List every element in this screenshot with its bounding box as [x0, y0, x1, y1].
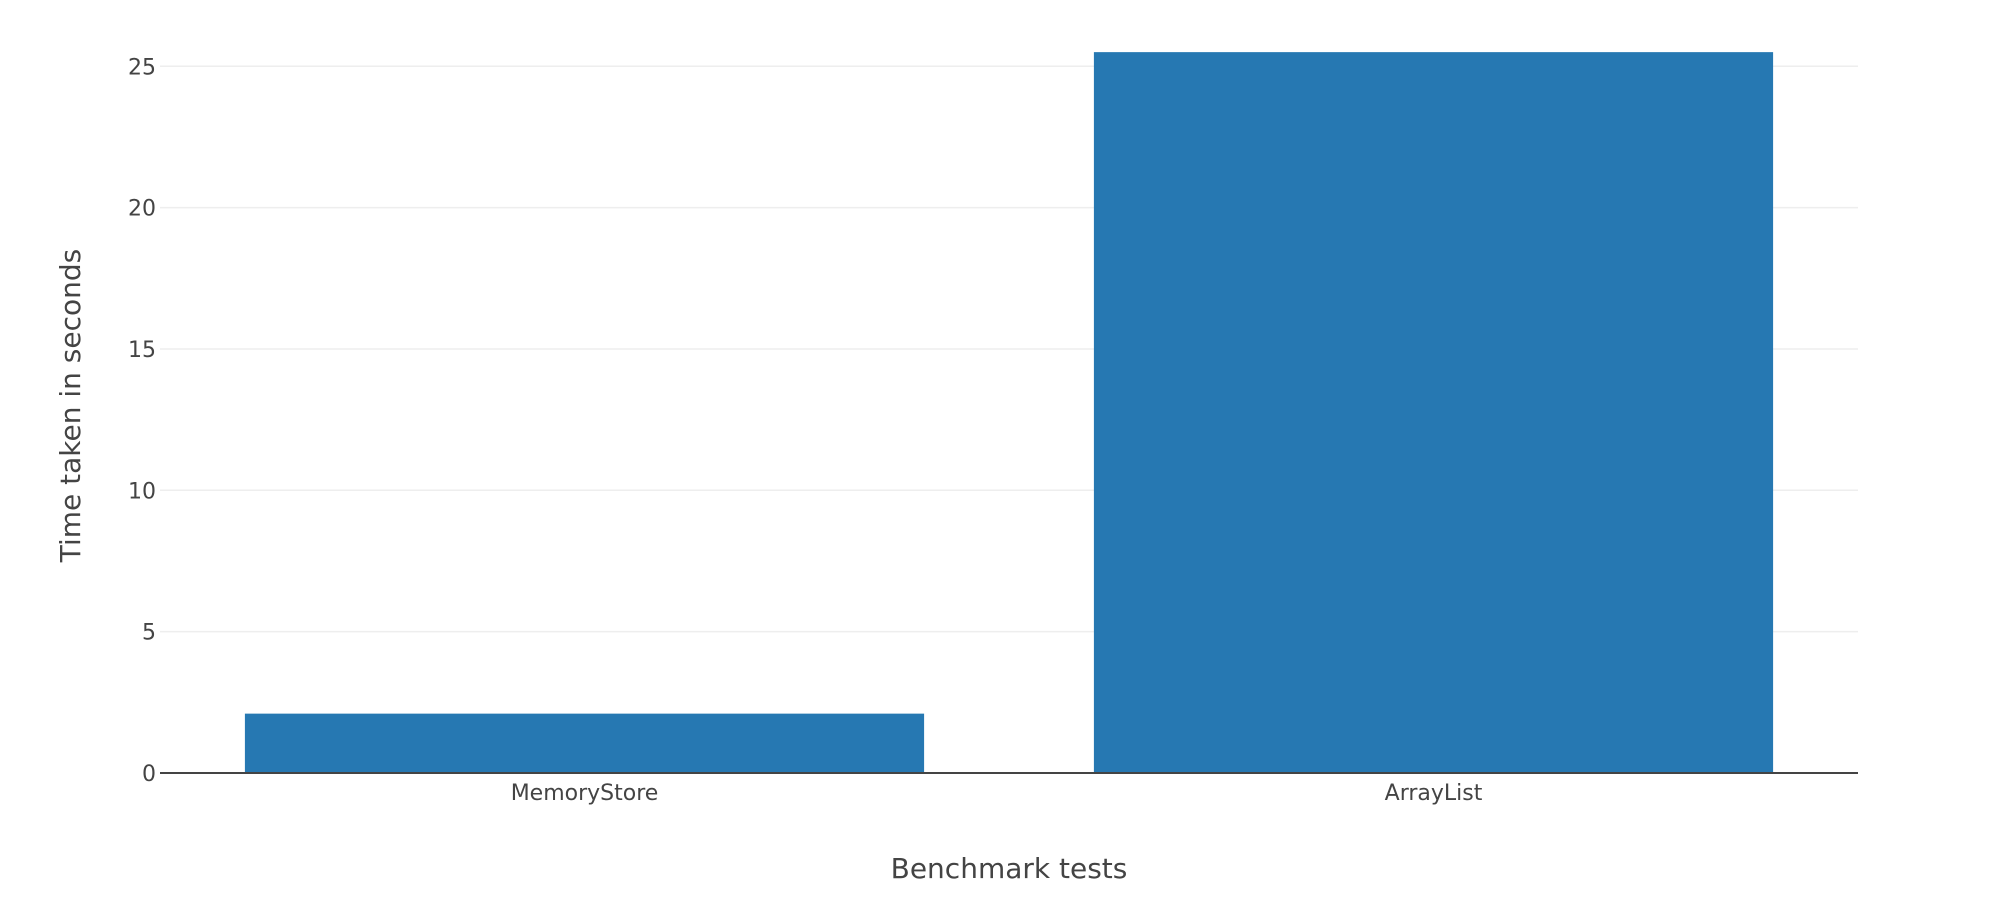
y-axis-title: Time taken in seconds [54, 249, 87, 564]
x-tick-labels: MemoryStore ArrayList [511, 781, 1483, 806]
x-axis-title: Benchmark tests [891, 852, 1128, 885]
y-tick-label: 25 [128, 55, 156, 80]
y-tick-label: 20 [128, 197, 156, 222]
bars [244, 52, 1774, 773]
bar-arraylist[interactable] [1093, 52, 1774, 773]
x-tick-label: ArrayList [1385, 781, 1483, 806]
bar-memorystore[interactable] [244, 713, 925, 773]
y-tick-label: 5 [142, 621, 156, 646]
y-tick-label: 15 [128, 338, 156, 363]
x-tick-label: MemoryStore [511, 781, 659, 806]
y-tick-label: 0 [142, 762, 156, 787]
y-tick-labels: 0 5 10 15 20 25 [128, 55, 156, 787]
y-tick-label: 10 [128, 479, 156, 504]
